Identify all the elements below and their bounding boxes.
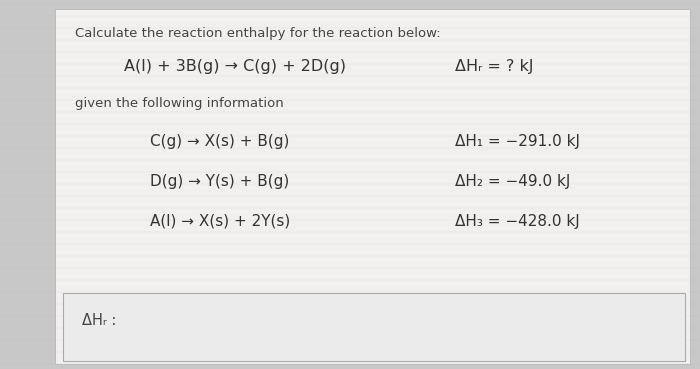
Text: C(g) → X(s) + B(g): C(g) → X(s) + B(g) — [150, 134, 290, 149]
Text: A(l) + 3B(g) → C(g) + 2D(g): A(l) + 3B(g) → C(g) + 2D(g) — [124, 59, 346, 74]
Text: ΔH₁ = −291.0 kJ: ΔH₁ = −291.0 kJ — [455, 134, 580, 149]
Text: A(l) → X(s) + 2Y(s): A(l) → X(s) + 2Y(s) — [150, 214, 290, 229]
Text: ΔHᵣ = ? kJ: ΔHᵣ = ? kJ — [455, 59, 533, 74]
Bar — [63, 293, 685, 361]
Text: ΔH₂ = −49.0 kJ: ΔH₂ = −49.0 kJ — [455, 174, 570, 189]
Text: ΔH₃ = −428.0 kJ: ΔH₃ = −428.0 kJ — [455, 214, 580, 229]
Text: ΔHᵣ :: ΔHᵣ : — [82, 313, 116, 328]
Text: given the following information: given the following information — [75, 97, 284, 110]
Text: D(g) → Y(s) + B(g): D(g) → Y(s) + B(g) — [150, 174, 290, 189]
Text: Calculate the reaction enthalpy for the reaction below:: Calculate the reaction enthalpy for the … — [75, 27, 440, 40]
